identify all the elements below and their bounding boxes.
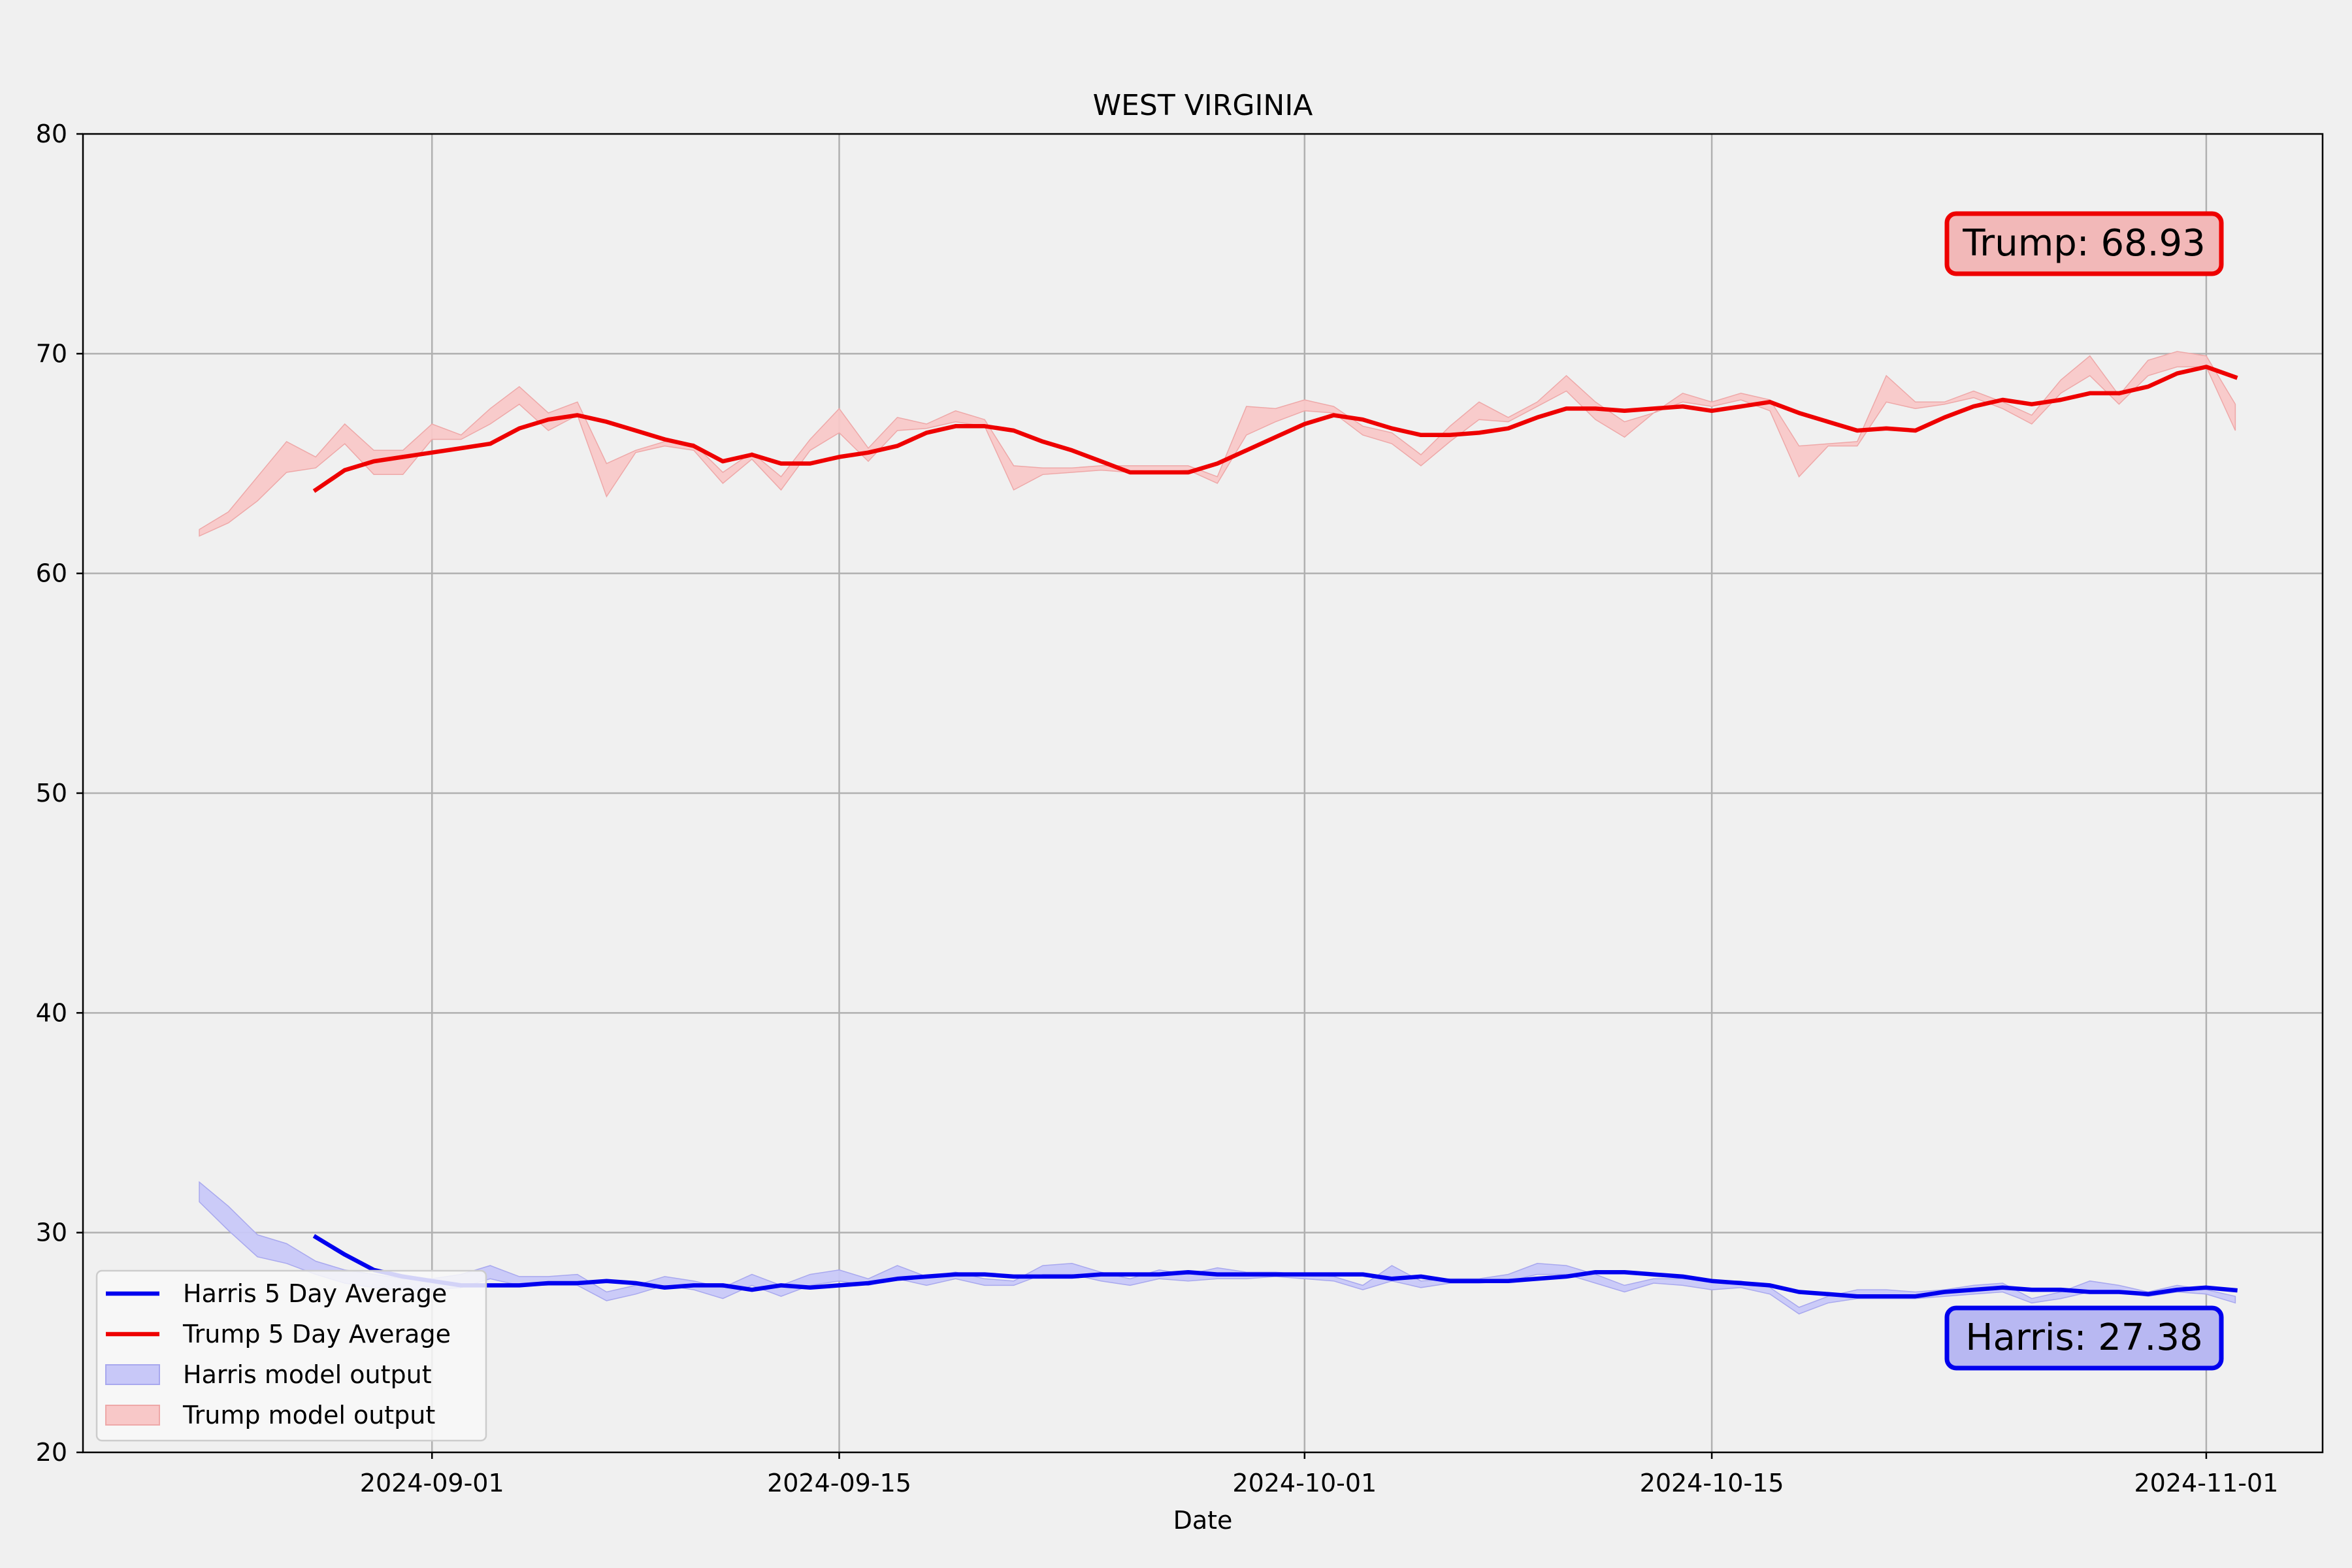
value-annotations: Trump: 68.93 Harris: 27.38: [1944, 211, 2224, 1371]
chart-title: WEST VIRGINIA: [1093, 89, 1313, 122]
legend-swatch: [105, 1405, 160, 1426]
x-tick-label: 2024-09-15: [767, 1469, 911, 1497]
y-tick-label: 60: [36, 559, 67, 588]
annotation-box: [1944, 211, 2224, 276]
x-tick-label: 2024-10-15: [1640, 1469, 1784, 1497]
legend-label: Trump model output: [182, 1401, 435, 1429]
annotation-harris-5-day-average: Harris: 27.38: [1944, 1305, 2224, 1371]
legend-item-harris-5-day-average: Harris 5 Day Average: [106, 1279, 447, 1308]
legend-item-trump-model-output: Trump model output: [105, 1401, 435, 1429]
average-lines: [312, 365, 2238, 1299]
legend-label: Harris 5 Day Average: [183, 1279, 447, 1308]
y-tick-label: 30: [36, 1218, 67, 1247]
y-tick-label: 80: [36, 120, 67, 148]
band-trump-model-output: [199, 351, 2236, 537]
legend-item-harris-model-output: Harris model output: [105, 1360, 432, 1389]
annotation-box: [1944, 1305, 2224, 1371]
y-tick-label: 50: [36, 779, 67, 808]
annotation-trump-5-day-average: Trump: 68.93: [1944, 211, 2224, 276]
x-axis: 2024-09-01 2024-09-15 2024-10-01 2024-10-15…: [360, 1452, 2279, 1497]
legend-label: Trump 5 Day Average: [182, 1320, 451, 1348]
legend-swatch: [105, 1364, 160, 1385]
x-tick-label: 2024-11-01: [2134, 1469, 2279, 1497]
legend-label: Harris model output: [183, 1360, 432, 1389]
y-axis: 20 30 40 50 60 70 80: [36, 120, 83, 1467]
legend-item-trump-5-day-average: Trump 5 Day Average: [106, 1320, 451, 1348]
y-tick-label: 20: [36, 1438, 67, 1467]
line-trump-5-day-average: [312, 365, 2238, 493]
y-tick-label: 70: [36, 339, 67, 368]
annotation-text: Harris: 27.38: [1965, 1316, 2202, 1359]
line-harris-5-day-average: [312, 1233, 2238, 1299]
x-tick-label: 2024-09-01: [360, 1469, 504, 1497]
legend: Harris 5 Day Average Trump 5 Day Average H…: [95, 1269, 487, 1442]
legend-frame: [95, 1269, 487, 1442]
x-axis-label: Date: [1173, 1506, 1233, 1535]
x-tick-label: 2024-10-01: [1232, 1469, 1377, 1497]
y-tick-label: 40: [36, 998, 67, 1027]
annotation-text: Trump: 68.93: [1962, 222, 2206, 265]
grid: [83, 134, 2323, 1452]
